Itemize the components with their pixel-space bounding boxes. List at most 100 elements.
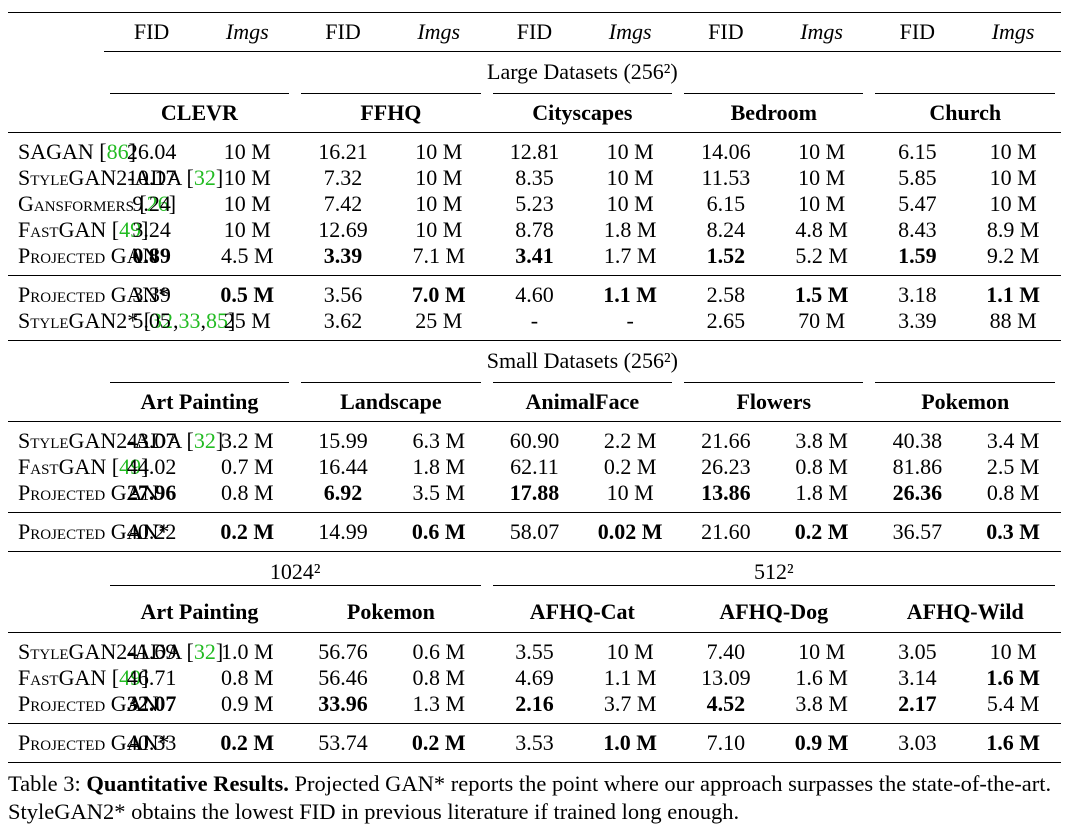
value-cell: 10.17 bbox=[126, 165, 177, 190]
dataset-cell: Bedroom bbox=[678, 92, 870, 133]
value-cell: 2.5 M bbox=[986, 454, 1040, 479]
column-header: FID bbox=[486, 12, 583, 52]
method-name: Gansformers bbox=[18, 191, 134, 216]
value-cell: 4.52 bbox=[706, 691, 746, 716]
caption-label: Table 3: bbox=[8, 771, 81, 796]
dataset-cell: AFHQ-Cat bbox=[486, 592, 679, 633]
results-table: FID Imgs FID Imgs FID Imgs FID Imgs FID Imgs Large… bbox=[8, 12, 1061, 763]
value-cell: 27.96 bbox=[126, 480, 177, 505]
corner bbox=[8, 12, 104, 52]
citation: [49] bbox=[111, 217, 149, 242]
value-cell: 4.69 bbox=[515, 665, 554, 690]
value-cell: 10 M bbox=[606, 639, 654, 664]
value-cell: 10 M bbox=[415, 217, 463, 242]
value-cell: 5.2 M bbox=[795, 243, 848, 268]
citation: [32] bbox=[186, 165, 224, 190]
value-cell: 10 M bbox=[798, 139, 846, 164]
column-header: FID bbox=[678, 12, 774, 52]
value-cell: 0.2 M bbox=[199, 512, 296, 552]
value-cell: 8.24 bbox=[706, 217, 746, 242]
value-cell: 70 M bbox=[798, 308, 846, 333]
result-row: Projected GAN 27.96 0.8 M 6.92 3.5 M 17.88 10 … bbox=[8, 480, 1061, 513]
value-cell: 1.6 M bbox=[986, 665, 1040, 690]
value-cell: 5.4 M bbox=[986, 691, 1040, 716]
value-cell: 10 M bbox=[989, 139, 1037, 164]
value-cell: 53.74 bbox=[295, 723, 391, 763]
method-cell: SAGAN [86] bbox=[8, 133, 136, 166]
value-cell: 15.99 bbox=[318, 428, 368, 453]
section-title-row: 1024² 512² bbox=[8, 551, 1061, 592]
section-title-row: Small Datasets (256²) bbox=[8, 340, 1061, 381]
method-name: Projected GAN bbox=[18, 243, 159, 268]
value-cell: 0.2 M bbox=[603, 454, 657, 479]
value-cell: 17.88 bbox=[509, 480, 560, 505]
citation: [32,33,85] bbox=[143, 308, 236, 333]
method-cell: Projected GAN bbox=[8, 691, 158, 724]
dataset-name: Pokemon bbox=[346, 599, 435, 624]
value-cell: 0.89 bbox=[132, 243, 171, 268]
dataset-cell: Pokemon bbox=[295, 592, 487, 633]
value-cell: 56.46 bbox=[318, 665, 368, 690]
value-cell: 7.32 bbox=[323, 165, 363, 190]
value-cell: 0.2 M bbox=[199, 723, 296, 763]
value-cell: 21.66 bbox=[701, 428, 751, 453]
value-cell: 3.18 bbox=[869, 275, 966, 308]
value-cell: 1.3 M bbox=[412, 691, 466, 716]
value-cell: 3.62 bbox=[323, 308, 363, 333]
subtitle: 1024² bbox=[109, 559, 481, 586]
dataset-name: Cityscapes bbox=[492, 92, 673, 132]
value-cell: 0.6 M bbox=[412, 639, 466, 664]
value-cell: 10 M bbox=[415, 139, 463, 164]
dataset-row: Art Painting Pokemon AFHQ-Cat AFHQ-Dog AFHQ-… bbox=[8, 592, 1061, 633]
value-cell: 1.6 M bbox=[965, 723, 1061, 763]
value-cell: 6.15 bbox=[706, 191, 746, 216]
value-cell: 0.8 M bbox=[221, 665, 274, 690]
value-cell: 1.7 M bbox=[603, 243, 657, 268]
value-cell: 1.0 M bbox=[221, 639, 274, 664]
value-cell: 10 M bbox=[223, 217, 271, 242]
result-row: StyleGAN2-ADA [32] 10.17 10 M 7.32 10 M 8.35 1… bbox=[8, 165, 1061, 191]
column-header: FID bbox=[103, 12, 200, 52]
value-cell: 0.2 M bbox=[390, 723, 487, 763]
value-cell: 2.58 bbox=[678, 275, 774, 308]
value-cell: 13.86 bbox=[701, 480, 751, 505]
caption: Table 3: Quantitative Results. Projected… bbox=[8, 770, 1070, 826]
citation: [49] bbox=[111, 454, 149, 479]
dataset-name: AFHQ-Dog bbox=[719, 599, 829, 624]
value-cell: 40.33 bbox=[103, 723, 200, 763]
method-name: FastGAN bbox=[18, 217, 107, 242]
caption-text: Projected GAN* reports the point where o… bbox=[8, 771, 1052, 824]
value-cell: 25 M bbox=[415, 308, 463, 333]
result-row: SAGAN [86] 26.04 10 M 16.21 10 M 12.81 10 M 14.… bbox=[8, 133, 1061, 166]
caption-title: Quantitative Results. bbox=[86, 771, 289, 796]
value-cell: 14.06 bbox=[701, 139, 751, 164]
value-cell: 25 M bbox=[223, 308, 271, 333]
dataset-row: CLEVR FFHQ Cityscapes Bedroom Church bbox=[8, 92, 1061, 133]
value-cell: 1.5 M bbox=[773, 275, 870, 308]
spacer bbox=[8, 592, 104, 633]
dataset-cell: Art Painting bbox=[103, 381, 296, 422]
value-cell: 5.47 bbox=[898, 191, 937, 216]
method-cell: Projected GAN bbox=[8, 243, 158, 276]
value-cell: 3.56 bbox=[295, 275, 391, 308]
value-cell: 0.3 M bbox=[965, 512, 1061, 552]
value-cell: 21.60 bbox=[678, 512, 774, 552]
value-cell: 1.8 M bbox=[412, 454, 466, 479]
value-cell: 1.6 M bbox=[795, 665, 848, 690]
value-cell: 2.65 bbox=[706, 308, 746, 333]
method-name: StyleGAN2-ADA bbox=[18, 165, 181, 190]
value-cell: 3.4 M bbox=[986, 428, 1040, 453]
column-header: FID bbox=[295, 12, 391, 52]
value-cell: 1.8 M bbox=[603, 217, 657, 242]
dataset-name: Bedroom bbox=[684, 92, 864, 132]
result-row: FastGAN [49] 44.02 0.7 M 16.44 1.8 M 62.11 0.2… bbox=[8, 454, 1061, 480]
value-cell: 8.9 M bbox=[986, 217, 1040, 242]
spacer bbox=[8, 92, 104, 133]
result-row: Gansformers [26] 9.24 10 M 7.42 10 M 5.23 10 M… bbox=[8, 191, 1061, 217]
method-name: FastGAN bbox=[18, 665, 107, 690]
result-row: StyleGAN2-ADA [32] 43.07 3.2 M 15.99 6.3 M 60… bbox=[8, 422, 1061, 455]
dataset-name: Flowers bbox=[684, 381, 864, 421]
value-cell: 3.39 bbox=[323, 243, 363, 268]
value-cell: 2.17 bbox=[898, 691, 937, 716]
